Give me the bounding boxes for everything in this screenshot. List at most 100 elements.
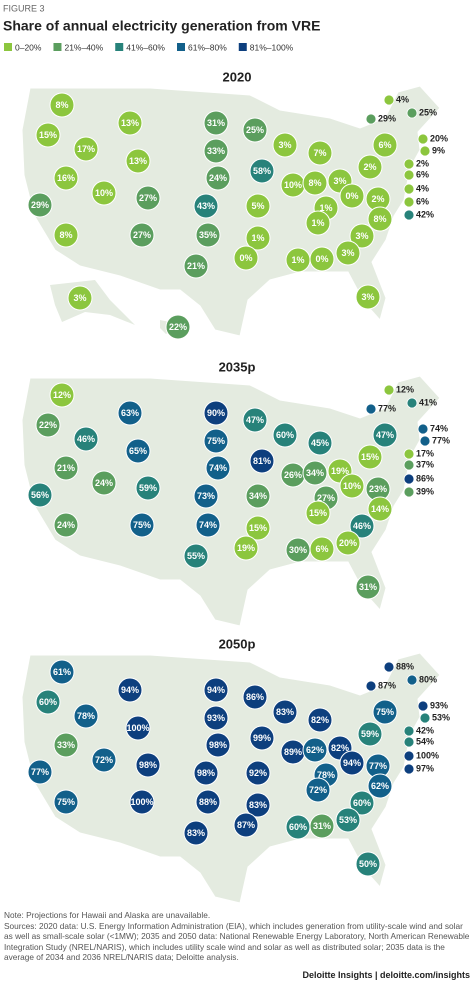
state-marker <box>355 284 381 310</box>
state-marker <box>203 428 229 454</box>
state-value-label: 10% <box>284 180 302 190</box>
state-value-label: 75% <box>133 520 151 530</box>
state-value-label: 73% <box>197 491 215 501</box>
state-marker <box>406 397 418 409</box>
state-value-label: 15% <box>309 508 327 518</box>
state-marker <box>129 512 155 538</box>
state-marker <box>129 222 155 248</box>
state-marker <box>355 851 381 877</box>
state-marker <box>365 113 377 125</box>
state-marker <box>242 407 268 433</box>
state-marker <box>53 455 79 481</box>
map-title: 2020 <box>223 69 252 84</box>
state-marker <box>285 814 311 840</box>
state-value-label: 10% <box>343 481 361 491</box>
state-value-label: 20% <box>339 538 357 548</box>
map-title: 2050p <box>219 636 256 651</box>
state-value-label: 12% <box>53 390 71 400</box>
state-value-label: 0% <box>239 253 252 263</box>
legend-label: 81%–100% <box>250 42 294 52</box>
state-marker <box>203 138 229 164</box>
state-marker <box>73 703 99 729</box>
state-marker <box>302 460 328 486</box>
state-value-label: 60% <box>39 697 57 707</box>
state-value-label: 22% <box>39 420 57 430</box>
state-value-label: 42% <box>416 209 434 219</box>
state-marker <box>383 384 395 396</box>
state-value-label: 54% <box>416 736 434 746</box>
state-marker <box>135 185 161 211</box>
state-value-label: 25% <box>246 125 264 135</box>
state-value-label: 1% <box>319 203 332 213</box>
state-marker <box>302 737 328 763</box>
state-marker <box>406 107 418 119</box>
state-value-label: 83% <box>187 828 205 838</box>
legend-swatch <box>177 43 185 51</box>
state-marker <box>183 820 209 846</box>
state-marker <box>349 513 375 539</box>
state-value-label: 74% <box>430 423 448 433</box>
state-value-label: 9% <box>432 145 445 155</box>
state-marker <box>305 500 331 526</box>
state-marker <box>272 699 298 725</box>
figure-label: FIGURE 3 <box>3 3 45 13</box>
state-marker <box>339 183 365 209</box>
state-marker <box>417 423 429 435</box>
map-title: 2035p <box>219 359 256 374</box>
state-marker <box>117 677 143 703</box>
state-value-label: 10% <box>95 188 113 198</box>
state-value-label: 8% <box>59 230 72 240</box>
map: 2035p 12% 22% 46% 63% 65% 56% 21% 24% 59% 24% 75% 90… <box>21 359 450 627</box>
state-value-label: 46% <box>77 434 95 444</box>
state-value-label: 97% <box>416 763 434 773</box>
state-marker <box>406 674 418 686</box>
state-marker <box>53 789 79 815</box>
state-value-label: 24% <box>95 478 113 488</box>
state-marker <box>305 210 331 236</box>
state-marker <box>245 515 271 541</box>
state-value-label: 75% <box>207 436 225 446</box>
state-marker <box>242 117 268 143</box>
state-marker <box>49 659 75 685</box>
state-value-label: 4% <box>416 183 429 193</box>
state-value-label: 74% <box>199 520 217 530</box>
state-value-label: 16% <box>57 173 75 183</box>
state-value-label: 21% <box>187 261 205 271</box>
state-marker <box>245 483 271 509</box>
state-marker <box>335 240 361 266</box>
state-marker <box>53 732 79 758</box>
state-marker <box>193 193 219 219</box>
state-marker <box>285 537 311 563</box>
state-value-label: 58% <box>253 166 271 176</box>
state-value-label: 98% <box>197 768 215 778</box>
state-value-label: 19% <box>237 543 255 553</box>
state-value-label: 15% <box>249 523 267 533</box>
state-value-label: 100% <box>130 797 153 807</box>
state-value-label: 61% <box>53 667 71 677</box>
state-value-label: 93% <box>430 700 448 710</box>
state-value-label: 13% <box>129 156 147 166</box>
state-marker <box>195 512 221 538</box>
state-marker <box>357 721 383 747</box>
state-marker <box>419 145 431 157</box>
state-value-label: 75% <box>376 707 394 717</box>
state-marker <box>233 812 259 838</box>
state-value-label: 99% <box>253 733 271 743</box>
state-value-label: 6% <box>416 196 429 206</box>
state-value-label: 78% <box>77 711 95 721</box>
state-marker <box>419 435 431 447</box>
state-value-label: 1% <box>251 233 264 243</box>
state-value-label: 94% <box>207 685 225 695</box>
state-value-label: 12% <box>396 384 414 394</box>
state-marker <box>403 736 415 748</box>
state-marker <box>403 169 415 181</box>
state-marker <box>417 700 429 712</box>
state-marker <box>67 285 93 311</box>
state-value-label: 30% <box>289 545 307 555</box>
state-marker <box>372 422 398 448</box>
state-value-label: 47% <box>376 430 394 440</box>
state-value-label: 29% <box>378 113 396 123</box>
legend-label: 21%–40% <box>64 42 103 52</box>
state-value-label: 21% <box>57 463 75 473</box>
state-marker <box>335 530 361 556</box>
